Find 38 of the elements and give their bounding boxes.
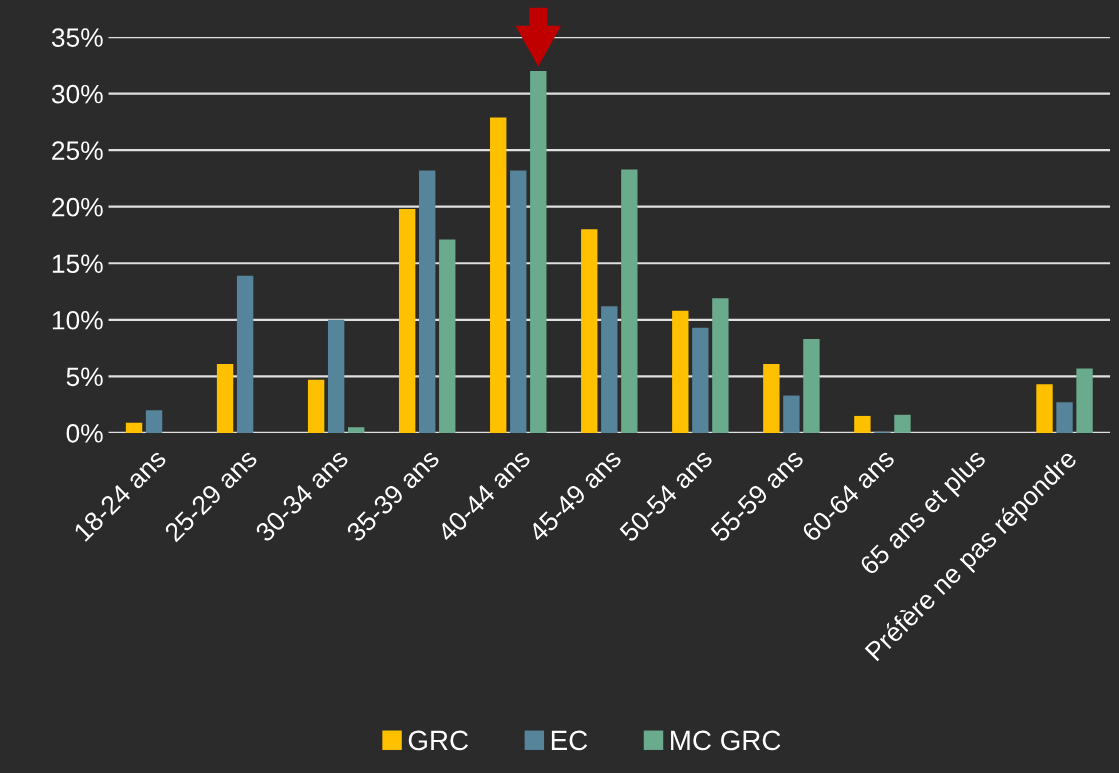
y-tick-label: 20% [52,197,103,217]
bar [216,363,234,433]
bar [1036,384,1053,433]
bar [145,410,163,433]
y-tick-label: 15% [52,254,103,274]
legend-label: GRC [408,730,469,751]
bar [672,310,689,433]
bar [530,71,547,433]
legend-label: MC GRC [671,730,781,751]
bar [439,239,456,433]
y-tick-label: 5% [66,367,103,387]
bar [763,363,780,433]
bar [419,170,436,433]
y-tick-label: 10% [52,310,103,330]
bar [712,298,729,433]
bar [581,229,598,433]
bar [347,427,365,433]
y-tick-label: 25% [52,141,103,160]
bar [125,422,143,433]
y-tick-label: 35% [51,28,103,47]
bar [894,414,911,433]
bar [692,327,709,433]
bar [803,339,820,433]
bar [854,415,871,433]
bar [1076,368,1093,433]
bar [398,208,416,433]
bar [1056,402,1073,433]
legend-label: EC [551,730,588,751]
bar [510,170,527,433]
bar [601,306,618,433]
y-tick-label: 0% [66,424,103,443]
y-tick-label: 30% [51,84,103,104]
bar [783,395,800,433]
bar [327,319,345,433]
bar [621,169,638,433]
bar [307,379,325,433]
bar [490,117,507,433]
bar [236,275,254,433]
